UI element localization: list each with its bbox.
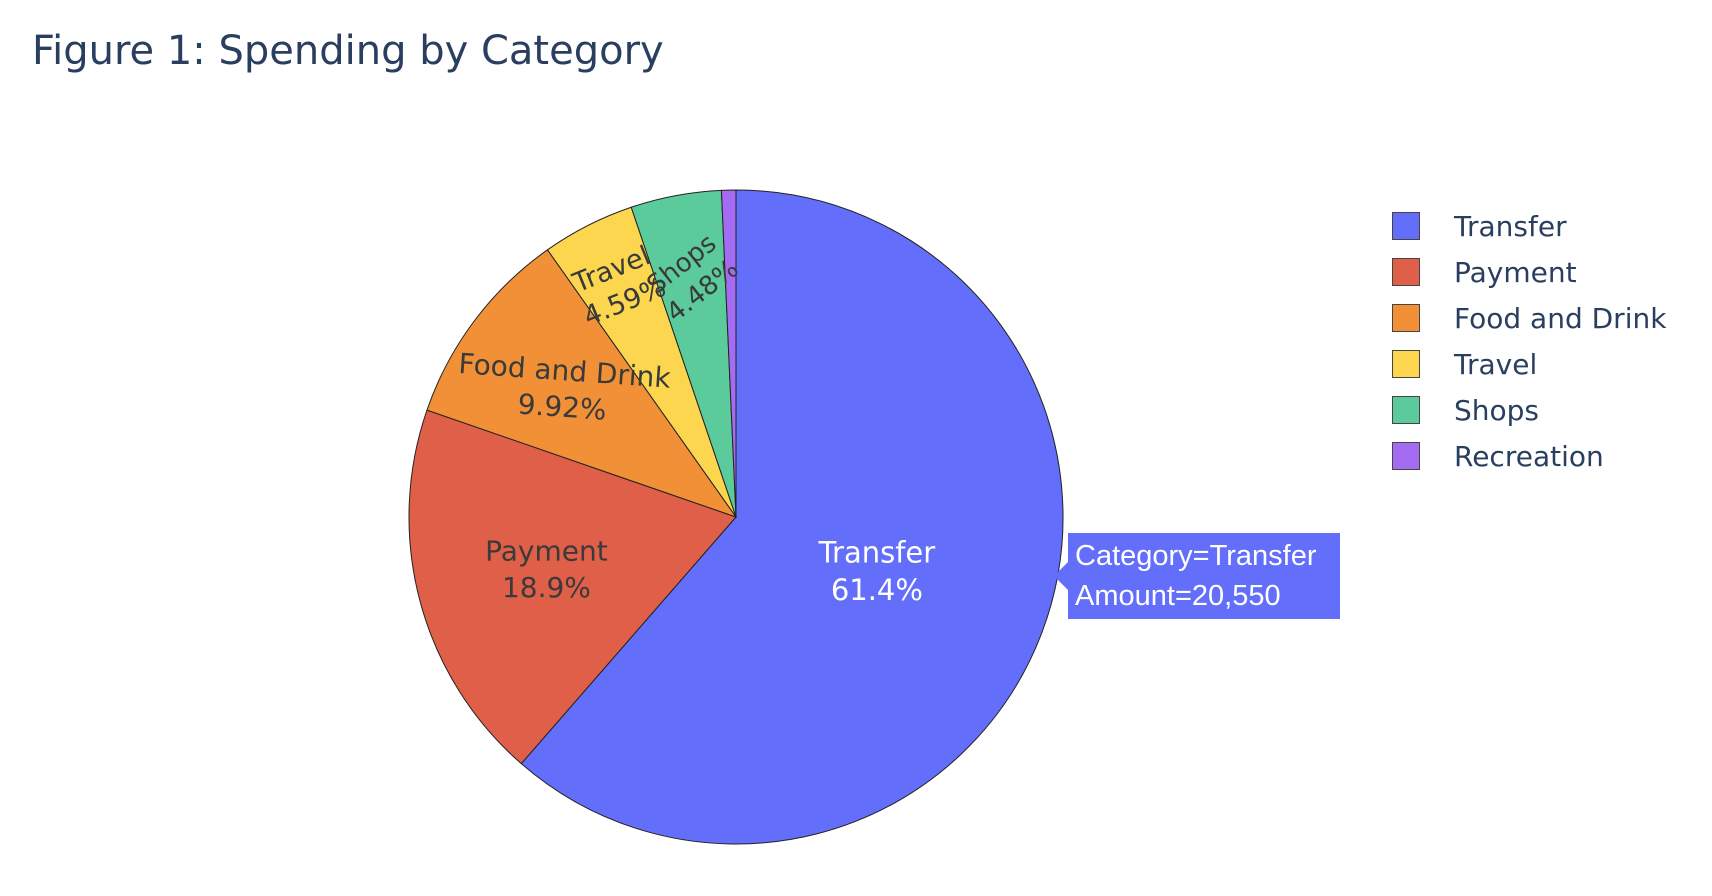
pie-slices: [408, 189, 1064, 845]
hover-tooltip: Category=Transfer Amount=20,550: [1068, 533, 1340, 619]
legend-swatch: [1392, 212, 1420, 240]
legend-item-travel[interactable]: Travel: [1392, 341, 1666, 387]
legend-label: Transfer: [1454, 209, 1567, 243]
legend-label: Payment: [1454, 255, 1577, 289]
chart-title: Figure 1: Spending by Category: [32, 28, 664, 74]
legend-label: Recreation: [1454, 439, 1604, 473]
legend-item-transfer[interactable]: Transfer: [1392, 203, 1666, 249]
legend: Transfer Payment Food and Drink Travel Shops…: [1392, 203, 1666, 479]
slice-label-payment: Payment 18.9%: [485, 535, 608, 604]
legend-label: Travel: [1454, 347, 1538, 381]
legend-swatch: [1392, 304, 1420, 332]
legend-swatch: [1392, 258, 1420, 286]
slice-label-name: Payment: [485, 535, 608, 568]
pie-slice-transfer[interactable]: [520, 189, 1064, 845]
legend-swatch: [1392, 396, 1420, 424]
pie-slice-payment[interactable]: [408, 409, 737, 765]
pie-slice-food-and-drink[interactable]: [426, 249, 738, 518]
slice-label-percent: 9.92%: [517, 388, 608, 427]
legend-swatch: [1392, 350, 1420, 378]
slice-label-percent: 61.4%: [831, 573, 923, 607]
legend-item-shops[interactable]: Shops: [1392, 387, 1666, 433]
slice-label-percent: 18.9%: [502, 571, 591, 604]
hover-tooltip-amount: Amount=20,550: [1075, 580, 1281, 612]
hover-tooltip-pointer: [1054, 562, 1068, 590]
legend-swatch: [1392, 442, 1420, 470]
pie-slice-recreation[interactable]: [720, 189, 737, 518]
hover-tooltip-category: Category=Transfer: [1075, 540, 1317, 572]
legend-item-food-and-drink[interactable]: Food and Drink: [1392, 295, 1666, 341]
slice-label-transfer: Transfer 61.4%: [818, 535, 936, 607]
legend-item-payment[interactable]: Payment: [1392, 249, 1666, 295]
legend-item-recreation[interactable]: Recreation: [1392, 433, 1666, 479]
legend-label: Food and Drink: [1454, 301, 1667, 335]
slice-label-name: Transfer: [818, 535, 936, 569]
legend-label: Shops: [1454, 393, 1540, 427]
